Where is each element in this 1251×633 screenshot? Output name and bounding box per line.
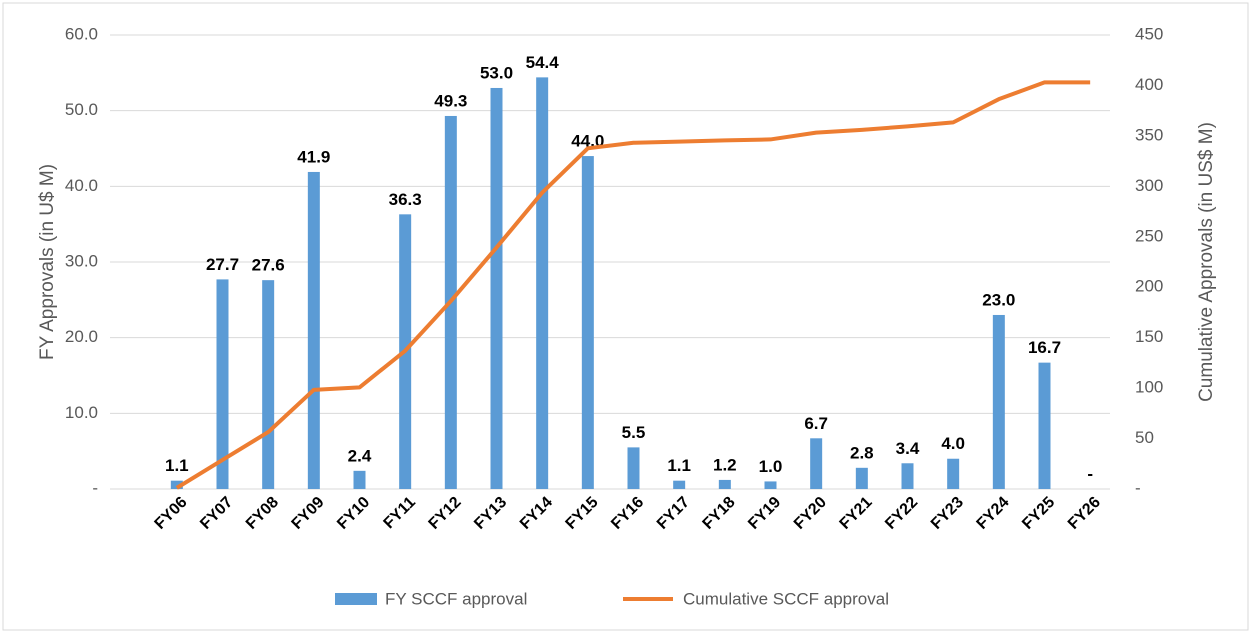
data-label: 2.8 xyxy=(850,443,874,462)
y2-tick-label: 350 xyxy=(1135,125,1163,144)
bar xyxy=(1038,362,1051,489)
bar xyxy=(992,314,1005,489)
y2-tick-label: 50 xyxy=(1135,428,1154,447)
data-label: 4.0 xyxy=(941,434,965,453)
bar xyxy=(581,156,594,490)
bar xyxy=(627,447,640,489)
data-label: 6.7 xyxy=(804,414,828,433)
data-label: 23.0 xyxy=(982,290,1015,309)
y2-tick-label: - xyxy=(1135,478,1141,497)
y-axis-title: FY Approvals (in U$ M) xyxy=(37,164,58,360)
y2-tick-label: 400 xyxy=(1135,75,1163,94)
bar xyxy=(353,470,366,489)
bar xyxy=(262,280,275,489)
y2-tick-label: 150 xyxy=(1135,327,1163,346)
data-label: 53.0 xyxy=(480,63,513,82)
bar xyxy=(901,463,914,489)
data-label: 1.1 xyxy=(667,456,691,475)
data-label: 54.4 xyxy=(526,53,560,72)
bar xyxy=(673,480,686,489)
line xyxy=(175,80,1091,490)
data-label: 27.6 xyxy=(252,256,285,275)
data-label: 16.7 xyxy=(1028,338,1061,357)
y-tick-label: - xyxy=(92,478,98,497)
bar xyxy=(764,481,777,489)
y2-tick-label: 450 xyxy=(1135,24,1163,43)
legend-swatch xyxy=(335,593,377,605)
y2-tick-label: 200 xyxy=(1135,277,1163,296)
y-tick-label: 20.0 xyxy=(65,327,98,346)
data-label: 5.5 xyxy=(622,423,646,442)
data-label: 41.9 xyxy=(297,147,330,166)
bar xyxy=(718,479,731,489)
bar xyxy=(216,279,229,489)
data-label: 1.1 xyxy=(165,456,189,475)
bar xyxy=(170,480,183,489)
y-tick-label: 50.0 xyxy=(65,100,98,119)
bar xyxy=(810,438,823,489)
data-label: 36.3 xyxy=(389,190,422,209)
bar xyxy=(855,467,868,489)
data-label: 1.0 xyxy=(759,457,783,476)
bar xyxy=(536,77,549,489)
data-label: 1.2 xyxy=(713,455,737,474)
bar xyxy=(490,87,503,489)
y2-tick-label: 300 xyxy=(1135,176,1163,195)
data-label: 27.7 xyxy=(206,255,239,274)
legend-label: Cumulative SCCF approval xyxy=(683,589,889,608)
y2-axis-title: Cumulative Approvals (in US$ M) xyxy=(1196,122,1217,402)
y2-tick-label: 250 xyxy=(1135,226,1163,245)
bar xyxy=(307,171,320,489)
data-label: 49.3 xyxy=(434,91,467,110)
data-label: 3.4 xyxy=(896,439,920,458)
data-label: 2.4 xyxy=(348,446,372,465)
y-tick-label: 60.0 xyxy=(65,24,98,43)
bar xyxy=(947,458,960,489)
legend-label: FY SCCF approval xyxy=(385,589,527,608)
y2-tick-label: 100 xyxy=(1135,378,1163,397)
y-tick-label: 40.0 xyxy=(65,176,98,195)
y-tick-label: 30.0 xyxy=(65,251,98,270)
data-label: - xyxy=(1087,464,1093,483)
y-tick-label: 10.0 xyxy=(65,403,98,422)
